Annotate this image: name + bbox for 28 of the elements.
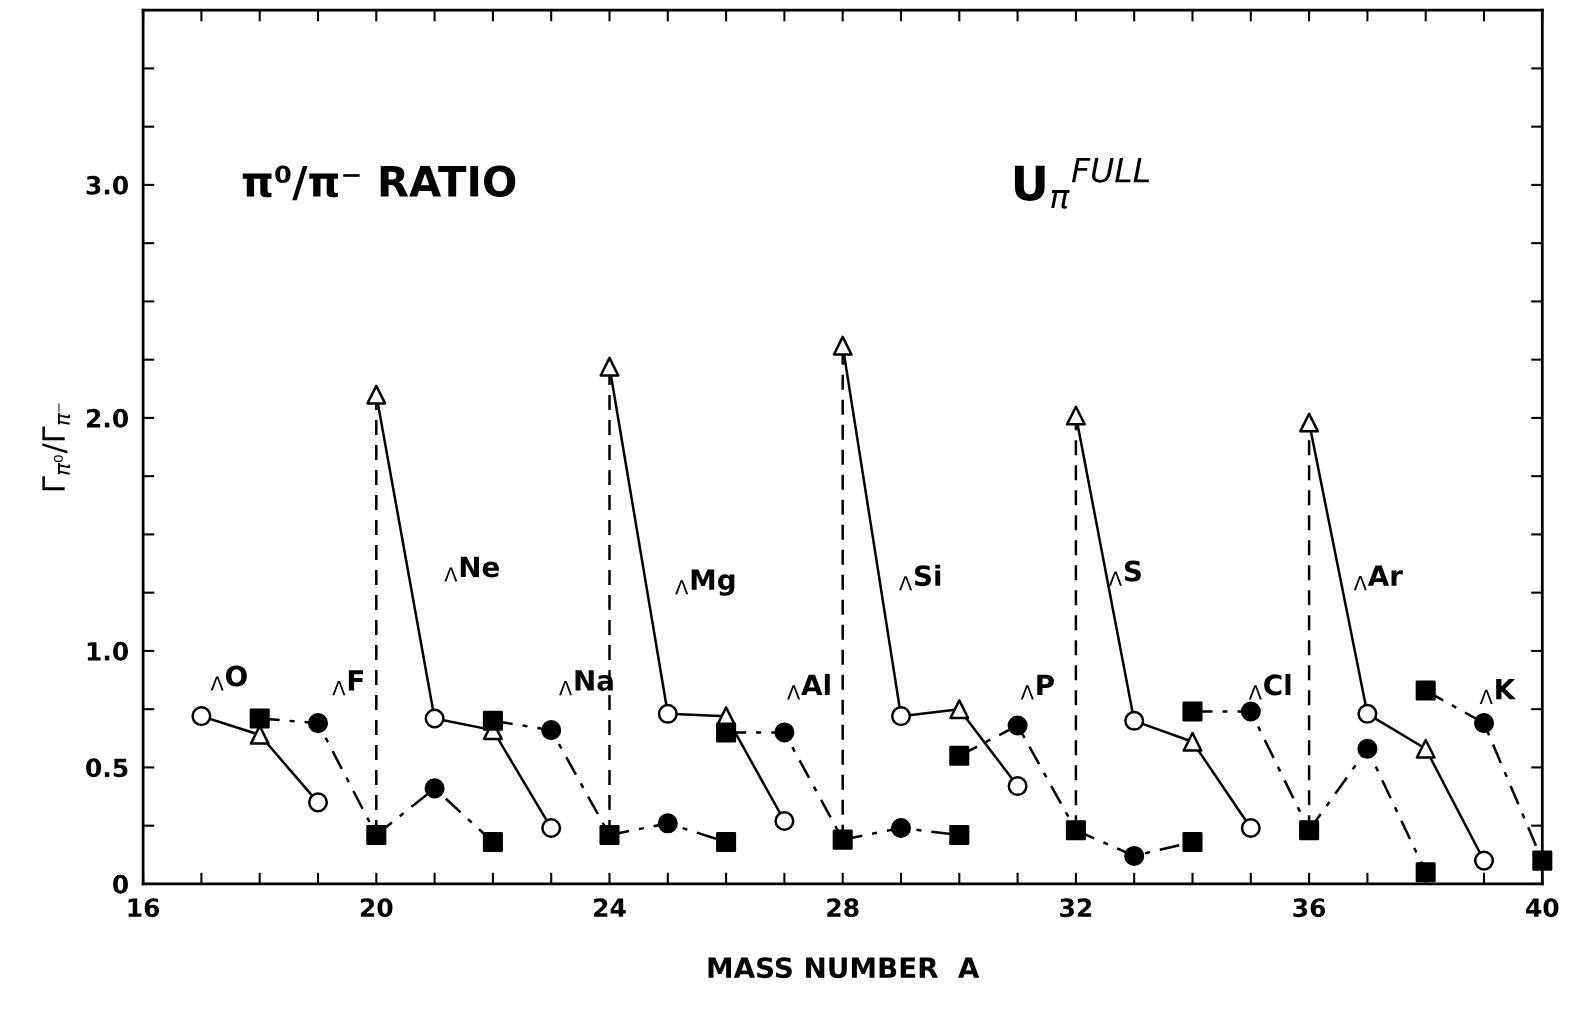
x-tick-label: 28 bbox=[827, 898, 859, 918]
x-tick-label: 40 bbox=[1526, 898, 1559, 918]
y-tick-label: 0 bbox=[113, 874, 129, 894]
annotation: $_{Λ}$Mg bbox=[675, 569, 735, 596]
x-tick-label: 24 bbox=[594, 898, 626, 917]
annotation: U$_{π}$$^{FULL}$ bbox=[1014, 158, 1150, 209]
y-tick-label: 3.0 bbox=[86, 175, 129, 195]
annotation: $_{Λ}$Na bbox=[559, 670, 613, 696]
x-tick-label: 20 bbox=[360, 898, 393, 918]
annotation: $_{Λ}$Al bbox=[787, 673, 830, 700]
x-axis-title: MASS NUMBER A bbox=[708, 957, 980, 979]
annotation: π⁰/π⁻ RATIO bbox=[242, 165, 516, 201]
annotation: $_{Λ}$S bbox=[1108, 560, 1141, 586]
x-tick-label: 36 bbox=[1293, 898, 1326, 918]
y-axis-title: Γ$_{π⁰}$/Γ$_{π⁻}$ bbox=[42, 403, 71, 491]
annotation: $_{Λ}$Ne bbox=[444, 556, 499, 582]
y-tick-label: 1.0 bbox=[87, 641, 129, 661]
annotation: $_{Λ}$F bbox=[332, 670, 363, 696]
annotation: $_{Λ}$O bbox=[210, 665, 247, 691]
annotation: $_{Λ}$K bbox=[1479, 679, 1517, 704]
annotation: $_{Λ}$Cl bbox=[1248, 673, 1291, 700]
x-tick-label: 16 bbox=[128, 898, 160, 918]
y-tick-label: 0.5 bbox=[86, 758, 128, 778]
x-tick-label: 32 bbox=[1060, 898, 1092, 918]
annotation: $_{Λ}$Si bbox=[899, 564, 941, 591]
annotation: $_{Λ}$P bbox=[1020, 674, 1054, 700]
y-tick-label: 2.0 bbox=[86, 408, 129, 428]
annotation: $_{Λ}$Ar bbox=[1353, 565, 1403, 591]
